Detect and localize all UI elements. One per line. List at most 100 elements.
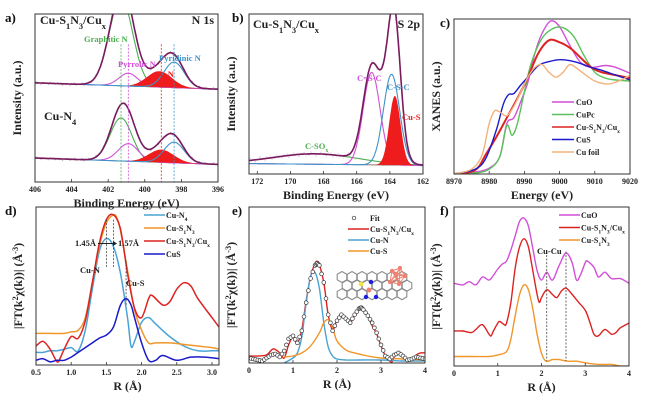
fit-marker — [308, 276, 313, 281]
x-axis-label: R (Å) — [527, 380, 555, 394]
fit-marker — [323, 296, 329, 301]
cu-cluster-atom — [397, 265, 403, 271]
x-tick-label: 396 — [212, 185, 224, 194]
panel-label: c) — [440, 15, 450, 30]
panel-label: d) — [5, 203, 17, 218]
peak-fill-cu-n — [35, 149, 218, 165]
fit-marker — [334, 318, 340, 323]
legend-label: Cu-S1N3/Cux — [581, 224, 625, 236]
graphene-ring — [346, 288, 358, 301]
fit-marker — [372, 325, 377, 331]
raw-data — [249, 14, 423, 168]
series-line-cu-s1n3-cux — [454, 238, 629, 337]
fit-marker — [369, 320, 375, 325]
fit-marker — [325, 312, 331, 317]
cu-cluster-atom — [402, 273, 408, 279]
x-tick-label: 0 — [247, 366, 251, 375]
s-atom — [358, 281, 364, 287]
x-tick-label: 2.0 — [137, 368, 147, 377]
x-tick-label: 400 — [139, 185, 151, 194]
envelope — [249, 14, 423, 166]
legend-label: Fit — [370, 214, 380, 223]
legend-label: CuPc — [576, 111, 595, 120]
spectrum-title: S 2p — [398, 17, 421, 31]
x-tick-label: 2 — [540, 369, 544, 378]
plot-frame — [248, 13, 424, 175]
x-tick-label: 402 — [102, 185, 114, 194]
x-tick-label: 0.5 — [31, 368, 41, 377]
x-axis-label: R (Å) — [113, 379, 141, 393]
x-tick-label: 3 — [379, 366, 383, 375]
peak-fill-cu-s — [249, 95, 423, 166]
fit-marker — [330, 328, 335, 334]
cu-cluster-atom — [387, 279, 393, 285]
spectrum-title: N 1s — [192, 13, 215, 27]
legend-item: Cu-S — [348, 247, 388, 256]
envelope — [35, 14, 218, 90]
legend-item: Cu-S1N3 — [144, 224, 195, 236]
fit-marker — [297, 334, 302, 340]
x-tick-label: 170 — [284, 177, 296, 186]
annotation-c-sox: C-SOx — [305, 141, 328, 154]
legend-label: Cu foil — [576, 148, 600, 157]
fit-marker — [352, 312, 357, 317]
x-tick-label: 8970 — [446, 177, 462, 186]
fit-marker — [378, 342, 384, 348]
legend-label: Cu-S — [370, 247, 388, 256]
panel-f-ft-exafs-compare: 0 1 2 3 4 R (Å) |FT(k2χ(k))| (Å-3) f) Cu-Cu CuO Cu… — [429, 203, 632, 394]
y-axis-label: |FT(k2χ(k))| (Å-3) — [224, 242, 239, 328]
panel-e-ft-exafs-fit: 0 1 2 3 4 R (Å) |FT(k2χ(k))| (Å-3) e) Fit Cu-S1N3… — [224, 203, 428, 391]
x-tick-label: 172 — [251, 177, 263, 186]
panel-label: f) — [440, 203, 449, 218]
peak-fill-cu-n — [35, 71, 218, 90]
x-tick-label: 2 — [335, 366, 339, 375]
fit-marker — [301, 314, 307, 319]
series-line-cu-n4 — [36, 237, 219, 354]
legend-item: CuS — [552, 136, 591, 145]
fit-marker — [367, 316, 373, 322]
fit-marker — [347, 320, 353, 325]
series-line-cuo — [454, 217, 629, 286]
series-line-cu-s1n3 — [454, 284, 629, 366]
legend-label: Cu-S1N3/Cux — [576, 123, 620, 135]
envelope — [35, 102, 218, 166]
cu-cluster-atom — [396, 281, 402, 287]
fit-marker — [363, 310, 368, 315]
stack-cu-n4 — [35, 101, 218, 166]
cu-bond — [391, 270, 406, 277]
fit-marker — [365, 313, 371, 318]
fit-marker — [319, 271, 324, 277]
fit-marker — [277, 354, 283, 360]
fit-marker — [279, 351, 285, 357]
legend-item: CuS — [144, 250, 181, 259]
x-tick-label: 166 — [351, 177, 363, 186]
cu-bond — [398, 267, 401, 285]
plot-area — [454, 19, 630, 174]
annotation-pyrrolic-n: Pyrrolic N — [118, 59, 157, 69]
legend-label: Cu-N4 — [166, 211, 188, 223]
fit-marker — [321, 280, 327, 285]
legend-label: Cu-S1N3/Cux — [370, 225, 414, 237]
peak-c-s-c — [249, 73, 423, 166]
legend-label: Cu-S1N3 — [166, 224, 195, 236]
fit-marker — [374, 330, 379, 336]
fit-marker — [336, 315, 342, 320]
cu-cluster-atom — [389, 268, 395, 274]
y-axis-label: |FT(k2χ(k))| (Å-3) — [11, 243, 26, 329]
panel-label: b) — [232, 10, 244, 25]
annotation-graphitic-n: Graphitic N — [84, 34, 129, 44]
legend-label: CuO — [576, 98, 592, 107]
legend-item: Cu foil — [552, 148, 600, 157]
fit-marker — [295, 340, 300, 346]
n-atom — [363, 294, 369, 300]
y-axis-label: Intensity (a.u.) — [10, 60, 24, 135]
panel-label: a) — [5, 10, 16, 25]
x-tick-label: 404 — [66, 185, 78, 194]
legend-item: Cu-S1N3/Cux — [348, 225, 414, 237]
plot-frame — [35, 206, 220, 366]
legend-label: CuS — [166, 250, 181, 259]
graphene-ring — [396, 288, 408, 301]
series-line-cu-foil — [454, 63, 630, 174]
graphene-ring — [336, 288, 348, 301]
fit-marker — [310, 269, 316, 275]
